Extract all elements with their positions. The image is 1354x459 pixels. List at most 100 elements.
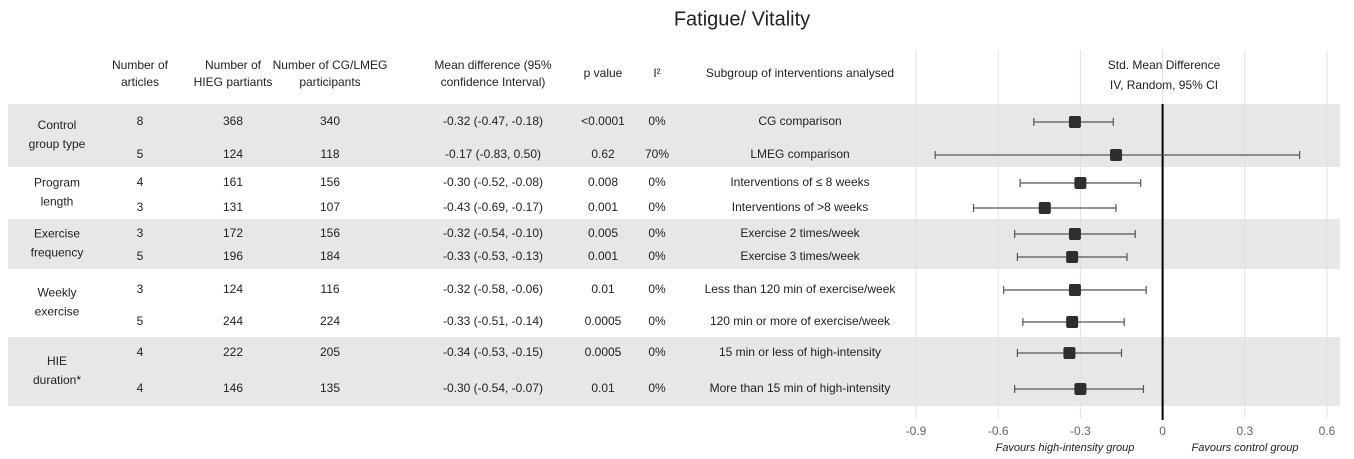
cell: 161: [223, 175, 243, 189]
row-band: [8, 337, 1340, 406]
cell: 15 min or less of high-intensity: [719, 345, 881, 359]
cell: 5: [137, 249, 144, 263]
column-header: p value: [584, 66, 623, 80]
cell: 196: [223, 249, 243, 263]
column-header: Number of CG/LMEG: [273, 58, 388, 72]
cell: 0.0005: [585, 314, 622, 328]
x-tick-label: -0.3: [1070, 424, 1091, 438]
cell: 0%: [648, 381, 666, 395]
cell: Interventions of >8 weeks: [732, 200, 868, 214]
estimate-marker: [1110, 149, 1123, 161]
row-band: [8, 219, 1340, 269]
cell: <0.0001: [581, 114, 625, 128]
column-header: Number of: [112, 58, 169, 72]
cell: 205: [320, 345, 340, 359]
cell: 8: [137, 114, 144, 128]
estimate-marker: [1074, 383, 1087, 395]
group-label: length: [41, 195, 74, 209]
annotation: Favours high-intensity group: [996, 442, 1135, 454]
column-header: Mean difference (95%: [434, 58, 552, 72]
cell: 3: [137, 226, 144, 240]
figure-title: Fatigue/ Vitality: [674, 8, 810, 30]
cell: -0.32 (-0.58, -0.06): [443, 282, 543, 296]
cell: 3: [137, 282, 144, 296]
cell: 0%: [648, 249, 666, 263]
group-label: Exercise: [34, 227, 80, 241]
cell: -0.33 (-0.51, -0.14): [443, 314, 543, 328]
annotation: Favours control group: [1192, 442, 1299, 454]
cell: 118: [320, 147, 339, 161]
cell: 340: [320, 114, 340, 128]
cell: 4: [137, 381, 144, 395]
cell: 0.01: [591, 282, 615, 296]
x-tick-label: 0.3: [1236, 424, 1253, 438]
cell: Exercise 3 times/week: [740, 249, 860, 263]
cell: More than 15 min of high-intensity: [710, 381, 891, 395]
column-header: HIEG partiants: [194, 75, 273, 89]
cell: 368: [223, 114, 243, 128]
cell: 0%: [648, 175, 666, 189]
group-label: frequency: [31, 246, 84, 260]
cell: Less than 120 min of exercise/week: [705, 282, 897, 296]
cell: 0.001: [588, 249, 618, 263]
cell: Interventions of ≤ 8 weeks: [730, 175, 869, 189]
x-tick-label: 0: [1159, 424, 1166, 438]
cell: -0.34 (-0.53, -0.15): [443, 345, 543, 359]
group-label: duration*: [33, 373, 81, 387]
cell: 3: [137, 200, 144, 214]
group-label: Control: [38, 118, 77, 132]
cell: 0.01: [591, 381, 615, 395]
cell: Exercise 2 times/week: [740, 226, 860, 240]
cell: 0%: [648, 314, 666, 328]
estimate-marker: [1066, 316, 1079, 328]
cell: -0.17 (-0.83, 0.50): [445, 147, 541, 161]
cell: CG comparison: [758, 114, 841, 128]
cell: -0.32 (-0.54, -0.10): [443, 226, 543, 240]
group-label: exercise: [35, 305, 80, 319]
cell: 0.0005: [585, 345, 622, 359]
cell: 244: [223, 314, 243, 328]
cell: 156: [320, 226, 340, 240]
cell: -0.32 (-0.47, -0.18): [443, 114, 543, 128]
cell: 184: [320, 249, 340, 263]
cell: 222: [223, 345, 243, 359]
estimate-marker: [1068, 116, 1081, 128]
cell: 156: [320, 175, 340, 189]
cell: 0%: [648, 114, 666, 128]
estimate-marker: [1068, 228, 1081, 240]
estimate-marker: [1066, 251, 1079, 263]
plot-subtitle: IV, Random, 95% CI: [1110, 78, 1218, 92]
cell: 0%: [648, 200, 666, 214]
group-label: HIE: [47, 354, 67, 368]
cell: 5: [137, 314, 144, 328]
cell: 0%: [648, 345, 666, 359]
group-label: Program: [34, 176, 80, 190]
cell: LMEG comparison: [750, 147, 849, 161]
column-header: confidence Interval): [441, 75, 546, 89]
cell: 135: [320, 381, 340, 395]
column-header: Subgroup of interventions analysed: [706, 66, 894, 80]
cell: 131: [223, 200, 243, 214]
cell: 0.005: [588, 226, 618, 240]
group-label: group type: [29, 137, 86, 151]
cell: 120 min or more of exercise/week: [710, 314, 891, 328]
cell: 0%: [648, 226, 666, 240]
cell: 0.001: [588, 200, 618, 214]
cell: -0.33 (-0.53, -0.13): [443, 249, 543, 263]
cell: 146: [223, 381, 243, 395]
cell: 116: [320, 282, 339, 296]
cell: 124: [223, 282, 243, 296]
cell: 124: [223, 147, 243, 161]
cell: 172: [223, 226, 243, 240]
x-tick-label: -0.9: [906, 424, 927, 438]
plot-title: Std. Mean Difference: [1108, 58, 1221, 72]
cell: 224: [320, 314, 340, 328]
cell: 0.008: [588, 175, 618, 189]
cell: -0.30 (-0.54, -0.07): [443, 381, 543, 395]
cell: 4: [137, 175, 144, 189]
cell: 5: [137, 147, 144, 161]
estimate-marker: [1068, 284, 1081, 296]
estimate-marker: [1038, 202, 1051, 214]
column-header: participants: [299, 75, 360, 89]
